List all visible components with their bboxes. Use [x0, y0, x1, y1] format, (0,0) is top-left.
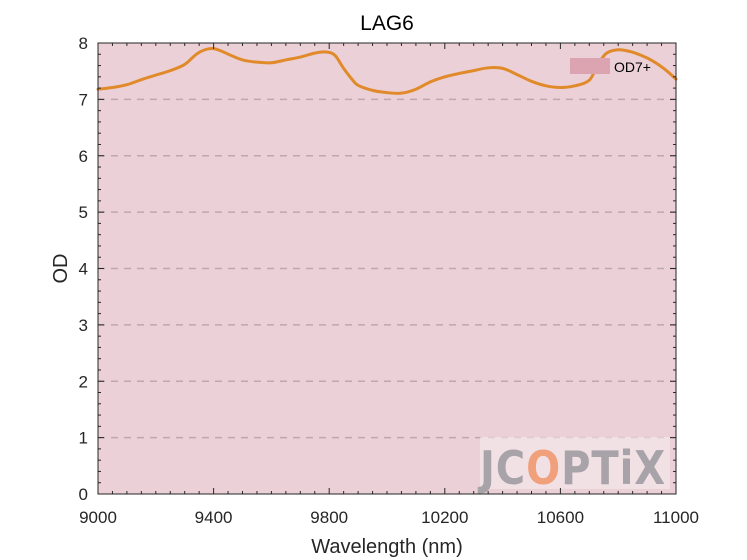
x-tick-label-9400: 9400: [195, 508, 233, 527]
watermark-letter: J: [477, 441, 495, 495]
x-tick-label-10600: 10600: [537, 508, 584, 527]
x-tick-labels: 9000 9400 9800 10200 10600 11000: [79, 508, 699, 527]
legend-label-od7plus: OD7+: [614, 59, 651, 75]
watermark-logo-text: JCOPTiX: [477, 441, 666, 495]
y-axis-label: OD: [50, 254, 72, 284]
watermark-background: [480, 437, 670, 489]
y-tick-label-0: 0: [79, 485, 88, 504]
jcoptix-watermark: JCOPTiX: [477, 437, 670, 495]
x-tick-label-10200: 10200: [421, 508, 468, 527]
series-layer: [96, 47, 678, 95]
x-tick-label-11000: 11000: [653, 508, 699, 527]
chart-title: LAG6: [360, 12, 414, 35]
watermark-letter: i: [620, 441, 635, 495]
legend-swatch-od7plus: [570, 58, 610, 74]
axis-ticks: [97, 42, 677, 495]
series-line-0: [96, 47, 678, 95]
legend: OD7+: [570, 58, 651, 75]
y-tick-label-5: 5: [79, 203, 88, 222]
y-tick-labels: 0 1 2 3 4 5 6 7 8: [79, 34, 88, 504]
grid-lines: [98, 98, 676, 439]
watermark-letter: X: [634, 441, 666, 495]
y-tick-label-7: 7: [79, 90, 88, 109]
x-tick-label-9800: 9800: [310, 508, 348, 527]
y-tick-label-3: 3: [79, 316, 88, 335]
y-tick-label-8: 8: [79, 34, 88, 53]
y-tick-label-2: 2: [79, 372, 88, 391]
watermark-letter: P: [561, 441, 591, 495]
watermark-letter: C: [496, 441, 526, 495]
watermark-letter: O: [526, 441, 561, 495]
y-tick-label-4: 4: [79, 260, 88, 279]
x-tick-label-9000: 9000: [79, 508, 117, 527]
y-tick-label-6: 6: [79, 147, 88, 166]
y-tick-label-1: 1: [79, 429, 88, 448]
watermark-letter: T: [591, 441, 619, 495]
x-axis-label: Wavelength (nm): [311, 536, 463, 558]
